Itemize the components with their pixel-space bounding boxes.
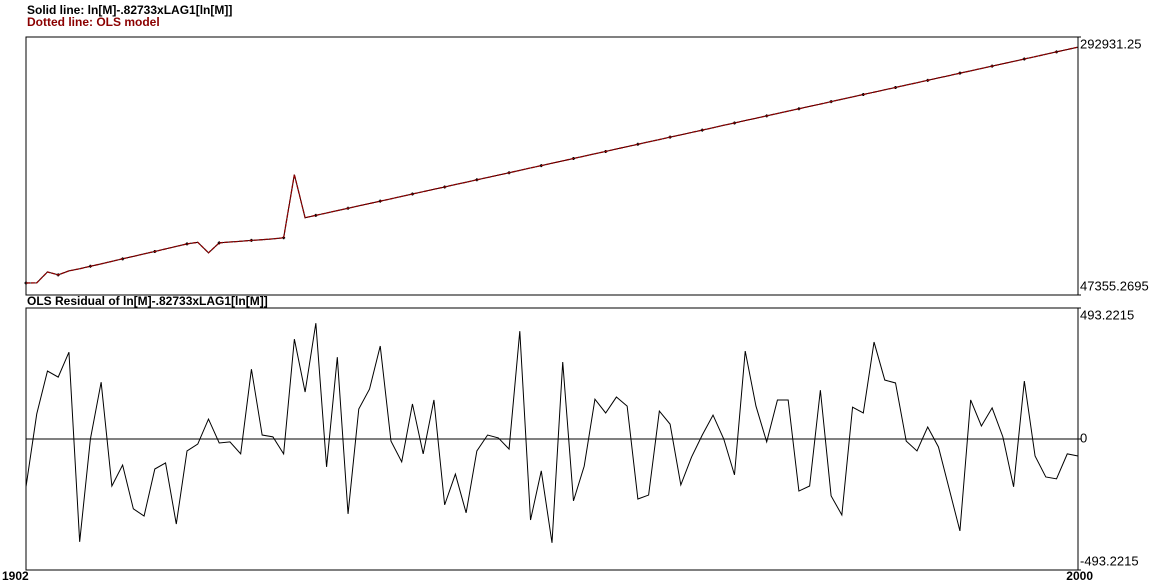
y-tick-label: 47355.2695 xyxy=(1080,278,1149,293)
y-tick-label: 292931.25 xyxy=(1080,36,1141,51)
model-line xyxy=(25,46,1079,284)
y-tick-label: -493.2215 xyxy=(1080,553,1139,568)
legend-solid: Solid line: ln[M]-.82733xLAG1[ln[M]] xyxy=(27,3,232,17)
x-tick-label: 2000 xyxy=(1066,569,1093,583)
y-tick-label: 493.2215 xyxy=(1080,307,1134,322)
top-panel-frame xyxy=(25,36,1079,296)
panel-title: OLS Residual of ln[M]-.82733xLAG1[ln[M]] xyxy=(27,294,268,308)
x-tick-label: 1902 xyxy=(2,569,29,583)
y-tick-label: 0 xyxy=(1080,430,1087,445)
legend-dotted: Dotted line: OLS model xyxy=(27,15,160,29)
residual-line xyxy=(25,323,1079,543)
